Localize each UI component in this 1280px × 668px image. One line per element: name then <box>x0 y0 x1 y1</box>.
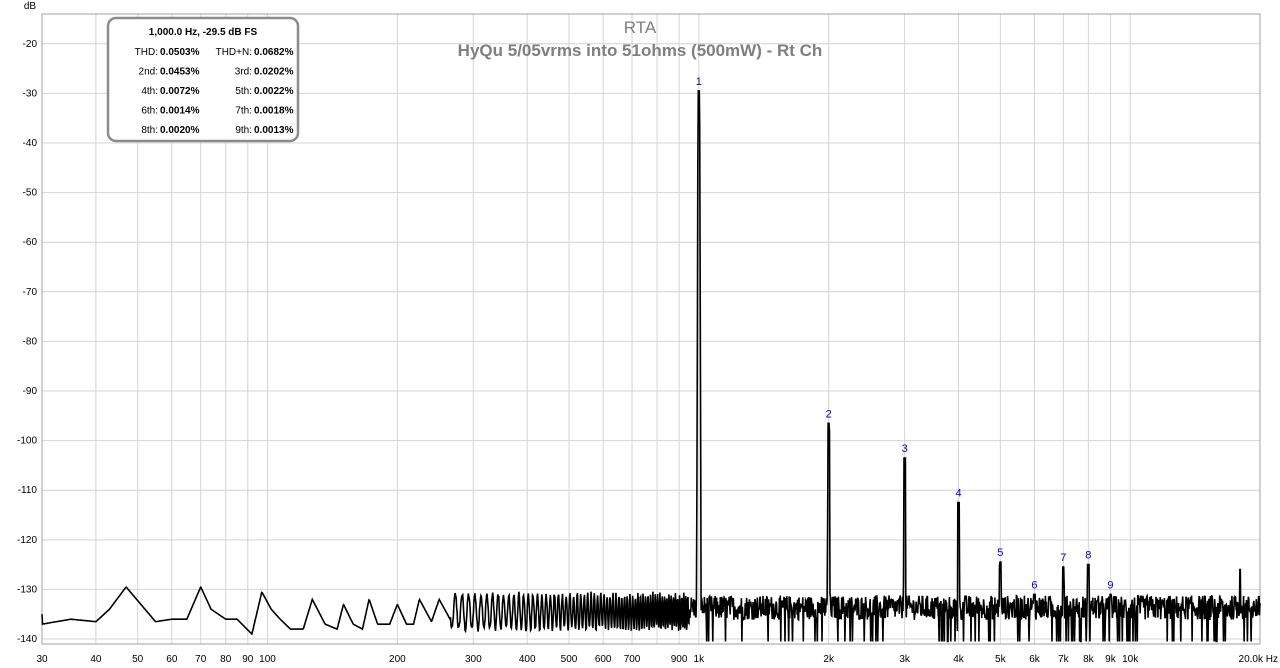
y-tick-label: -110 <box>18 485 38 496</box>
y-tick-label: -40 <box>23 138 38 149</box>
x-tick-label: 40 <box>90 654 102 665</box>
x-tick-label: 500 <box>561 654 578 665</box>
x-tick-label: 30 <box>36 654 48 665</box>
x-tick-label: 900 <box>671 654 688 665</box>
info-value: 0.0022% <box>254 86 294 97</box>
x-tick-label: 5k <box>995 654 1007 665</box>
info-label: 9th: <box>235 125 252 136</box>
x-tick-label: 600 <box>595 654 612 665</box>
x-tick-label: 70 <box>195 654 207 665</box>
y-tick-label: -140 <box>17 634 37 645</box>
harmonic-label-4: 4 <box>955 488 961 500</box>
info-label: 2nd: <box>139 67 158 78</box>
harmonic-label-9: 9 <box>1107 579 1113 591</box>
trace-group <box>41 90 1261 643</box>
info-value: 0.0503% <box>160 47 200 58</box>
harmonic-label-7: 7 <box>1060 552 1066 564</box>
info-label: THD: <box>135 47 158 58</box>
y-tick-label: -20 <box>23 39 38 50</box>
harmonic-label-1: 1 <box>696 76 702 88</box>
spectrum-trace <box>41 90 1261 643</box>
x-tick-label: 3k <box>899 654 911 665</box>
x-tick-label: 4k <box>953 654 965 665</box>
info-value: 0.0072% <box>160 86 200 97</box>
plot-frame <box>41 13 1261 645</box>
x-tick-label: 60 <box>166 654 178 665</box>
info-label: 3rd: <box>235 67 252 78</box>
x-tick-label: 300 <box>465 654 482 665</box>
axes: -20 -30 -40 -50 -60 -70 -80 -90 -100 -110 -120 -130… <box>17 39 1278 665</box>
y-axis-label: dB <box>24 1 37 12</box>
x-tick-label: 8k <box>1083 654 1095 665</box>
y-tick-label: -60 <box>23 237 38 248</box>
x-tick-label: 2k <box>823 654 835 665</box>
x-tick-label: 1k <box>694 654 706 665</box>
y-tick-label: -50 <box>23 188 38 199</box>
distortion-info-box: 1,000.0 Hz, -29.5 dB FS THD: 0.0503% THD+N:… <box>106 16 300 143</box>
y-tick-label: -90 <box>23 386 38 397</box>
info-value: 0.0682% <box>254 47 294 58</box>
x-tick-label: 700 <box>624 654 641 665</box>
info-box-frame <box>106 16 300 143</box>
harmonic-label-8: 8 <box>1085 550 1091 562</box>
chart-subtitle: HyQu 5/05vrms into 51ohms (500mW) - Rt C… <box>458 41 823 60</box>
x-tick-label: 400 <box>519 654 536 665</box>
harmonic-markers: 1 2 3 4 5 6 7 8 9 <box>696 76 1114 592</box>
info-value: 0.0013% <box>254 125 294 136</box>
harmonic-label-3: 3 <box>902 443 908 455</box>
y-tick-label: -120 <box>17 535 37 546</box>
harmonic-label-2: 2 <box>826 408 832 420</box>
info-value: 0.0453% <box>160 67 200 78</box>
y-tick-label: -100 <box>17 436 37 447</box>
y-tick-label: -30 <box>23 88 38 99</box>
x-tick-label: 200 <box>389 654 406 665</box>
x-tick-label: 90 <box>242 654 254 665</box>
x-tick-label: 7k <box>1058 654 1070 665</box>
info-label: 7th: <box>235 106 252 117</box>
x-tick-label: 20.0k Hz <box>1239 654 1278 665</box>
info-label: 8th: <box>141 125 158 136</box>
x-tick-label: 9k <box>1105 654 1117 665</box>
y-tick-label: -80 <box>23 336 38 347</box>
chart-title: RTA <box>624 18 657 37</box>
harmonic-label-6: 6 <box>1031 579 1037 591</box>
y-tick-label: -130 <box>17 584 37 595</box>
info-box-header: 1,000.0 Hz, -29.5 dB FS <box>149 27 258 38</box>
info-label: THD+N: <box>216 47 252 58</box>
info-value: 0.0202% <box>254 67 294 78</box>
x-tick-label: 100 <box>259 654 276 665</box>
x-tick-label: 10k <box>1122 654 1139 665</box>
info-value: 0.0014% <box>160 106 200 117</box>
x-tick-label: 50 <box>132 654 144 665</box>
info-value: 0.0018% <box>254 106 294 117</box>
info-label: 5th: <box>235 86 252 97</box>
info-label: 6th: <box>141 106 158 117</box>
x-tick-label: 80 <box>220 654 232 665</box>
harmonic-label-5: 5 <box>997 547 1003 559</box>
y-tick-label: -70 <box>23 287 38 298</box>
info-label: 4th: <box>141 86 158 97</box>
info-value: 0.0020% <box>160 125 200 136</box>
x-tick-label: 6k <box>1029 654 1041 665</box>
